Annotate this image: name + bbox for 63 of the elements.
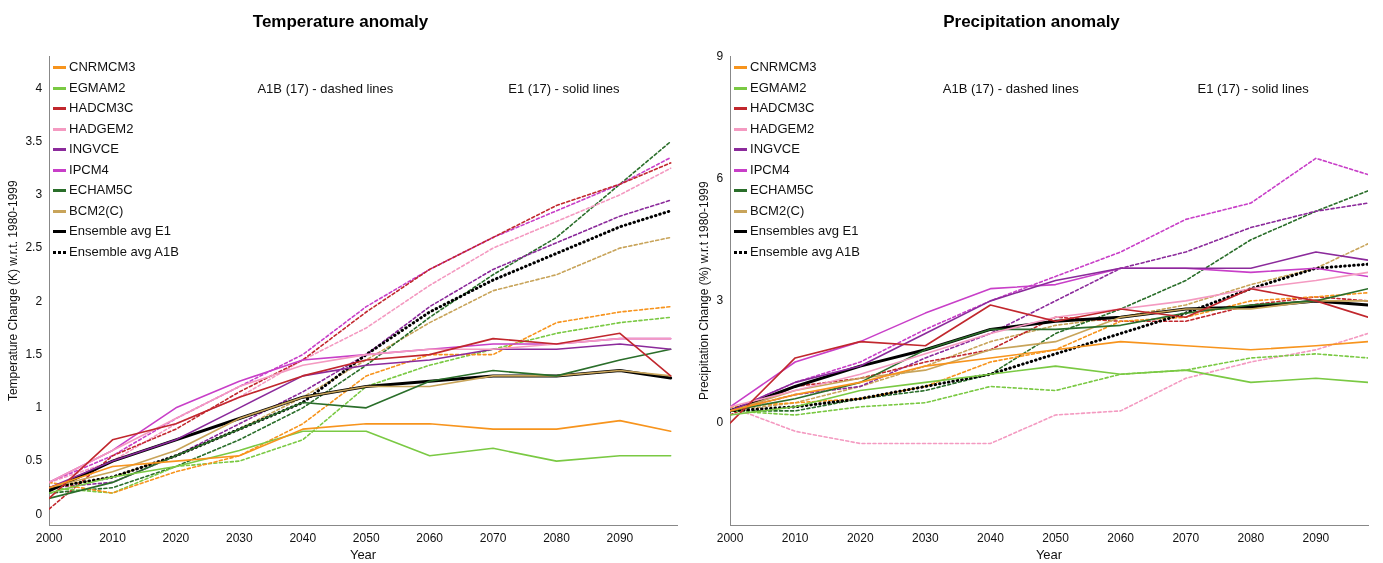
x-tick-label: 2030: [912, 530, 940, 545]
legend-label: Ensemble avg E1: [69, 222, 171, 241]
legend-label: HADGEM2: [69, 119, 134, 138]
y-tick-label: 3: [35, 187, 43, 202]
legend-label: INGVCE: [750, 140, 800, 159]
y-tick-label: 6: [716, 170, 724, 185]
legend-label: EGMAM2: [750, 78, 807, 97]
y-tick-label: 4: [35, 80, 43, 95]
x-tick-label: 2020: [162, 530, 190, 545]
chart-title: Precipitation anomaly: [943, 11, 1121, 31]
legend-label: HADCM3C: [750, 99, 815, 118]
y-axis-title: Temperature Change (K) w.r.t. 1980-1999: [5, 179, 20, 402]
x-tick-label: 2070: [479, 530, 507, 545]
legend-label: CNRMCM3: [750, 58, 817, 77]
legend-label: CNRMCM3: [69, 58, 136, 77]
x-tick-label: 2040: [289, 530, 317, 545]
legend-label: Ensembles avg E1: [750, 222, 859, 241]
legend-label: HADGEM2: [750, 119, 815, 138]
x-tick-label: 2000: [35, 530, 63, 545]
x-tick-label: 2060: [416, 530, 444, 545]
legend-label: BCM2(C): [69, 201, 124, 220]
y-tick-label: 0.5: [25, 453, 43, 468]
y-tick-label: 2: [35, 293, 43, 308]
x-tick-label: 2050: [352, 530, 380, 545]
legend-label: IPCM4: [750, 160, 790, 179]
x-tick-label: 2010: [781, 530, 809, 545]
x-tick-label: 2050: [1042, 530, 1070, 545]
y-tick-label: 9: [716, 48, 724, 63]
annotation: E1 (17) - solid lines: [508, 80, 621, 96]
x-axis-title: Year: [349, 546, 377, 562]
x-tick-label: 2000: [716, 530, 744, 545]
x-tick-label: 2020: [846, 530, 874, 545]
x-tick-label: 2070: [1172, 530, 1200, 545]
y-tick-label: 0: [35, 506, 43, 521]
legend-label: INGVCE: [69, 140, 119, 159]
y-axis-title: Precipitation Change (%) w.r.t 1980-1999: [696, 180, 711, 401]
x-tick-label: 2090: [1302, 530, 1330, 545]
x-tick-label: 2010: [99, 530, 127, 545]
y-tick-label: 1: [35, 400, 43, 415]
x-tick-label: 2080: [1237, 530, 1265, 545]
x-tick-label: 2090: [606, 530, 634, 545]
legend-label: HADCM3C: [69, 99, 134, 118]
legend-label: BCM2(C): [750, 201, 805, 220]
legend-label: Ensemble avg A1B: [69, 242, 179, 261]
legend-label: EGMAM2: [69, 78, 126, 97]
legend-label: ECHAM5C: [750, 181, 814, 200]
chart-title: Temperature anomaly: [252, 11, 429, 31]
x-tick-label: 2030: [226, 530, 254, 545]
x-tick-label: 2080: [543, 530, 571, 545]
x-tick-label: 2040: [977, 530, 1005, 545]
x-axis-title: Year: [1035, 546, 1063, 562]
annotation: E1 (17) - solid lines: [1197, 80, 1310, 96]
y-tick-label: 1.5: [25, 346, 43, 361]
legend-label: Ensemble avg A1B: [750, 242, 860, 261]
annotation: A1B (17) - dashed lines: [942, 80, 1080, 96]
y-tick-label: 3: [716, 293, 724, 308]
legend-label: ECHAM5C: [69, 181, 133, 200]
y-tick-label: 2.5: [25, 240, 43, 255]
legend-label: IPCM4: [69, 160, 109, 179]
y-tick-label: 3.5: [25, 133, 43, 148]
x-tick-label: 2060: [1107, 530, 1135, 545]
y-tick-label: 0: [716, 415, 724, 430]
annotation: A1B (17) - dashed lines: [257, 80, 394, 96]
